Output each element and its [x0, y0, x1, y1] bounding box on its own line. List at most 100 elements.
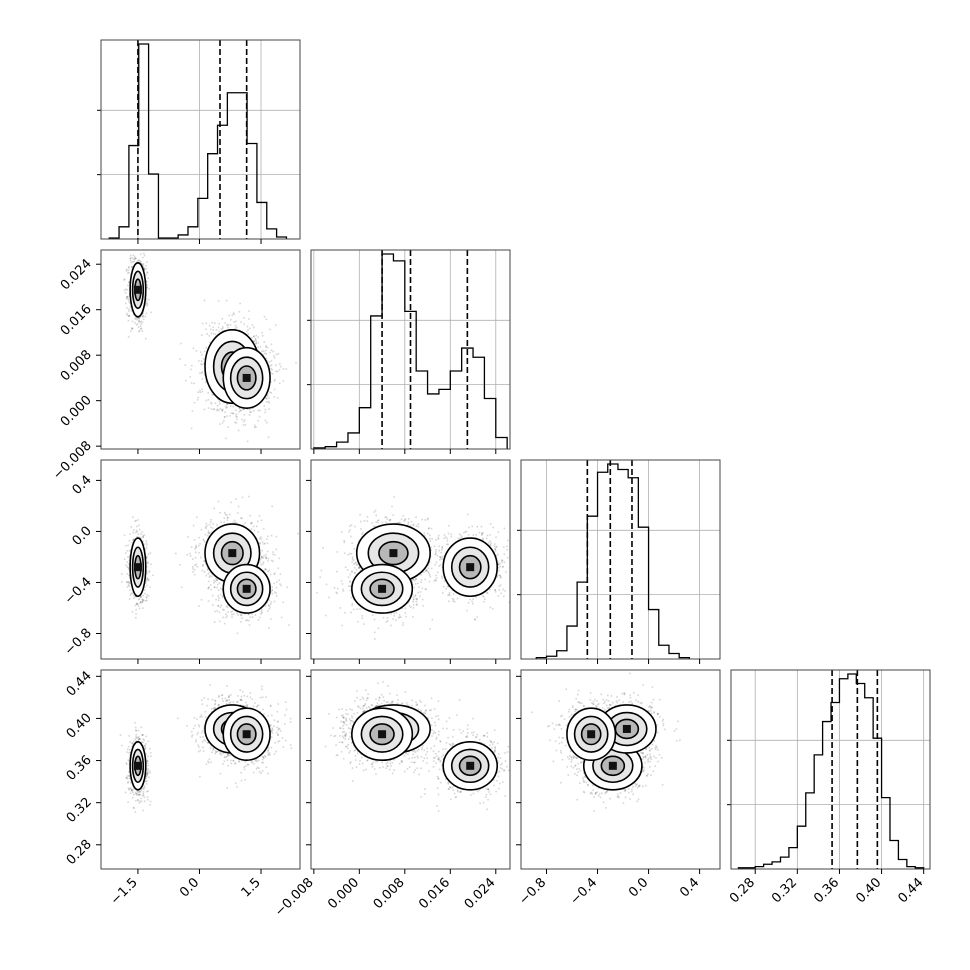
- sample-point: [127, 315, 130, 318]
- sample-point: [144, 582, 147, 584]
- sample-point: [146, 577, 149, 579]
- sample-point: [132, 261, 134, 263]
- sample-point: [266, 542, 269, 545]
- sample-point: [192, 347, 195, 350]
- sample-point: [241, 418, 243, 421]
- sample-point: [139, 321, 141, 324]
- sample-point: [217, 398, 219, 401]
- sample-point: [269, 328, 271, 331]
- sample-point: [271, 373, 274, 375]
- sample-point: [270, 372, 272, 374]
- sample-point: [135, 613, 137, 615]
- sample-point: [139, 316, 142, 319]
- sample-point: [136, 530, 138, 533]
- sample-point: [250, 411, 253, 413]
- sample-point: [265, 538, 268, 540]
- sample-point: [145, 544, 148, 546]
- sample-point: [179, 358, 181, 360]
- sample-point: [411, 581, 413, 584]
- sample-point: [226, 403, 229, 405]
- sample-point: [421, 598, 424, 601]
- sample-point: [144, 304, 147, 307]
- sample-point: [217, 595, 219, 597]
- sample-point: [196, 398, 199, 401]
- sample-point: [223, 609, 225, 611]
- sample-point: [126, 550, 129, 552]
- sample-point: [248, 408, 251, 411]
- sample-point: [231, 616, 233, 618]
- sample-point: [261, 556, 264, 559]
- sample-point: [269, 381, 272, 383]
- sample-point: [150, 563, 152, 566]
- sample-point: [248, 310, 250, 312]
- sample-point: [262, 570, 265, 572]
- sample-point: [259, 561, 261, 563]
- sample-point: [199, 389, 201, 392]
- sample-point: [128, 574, 130, 577]
- sample-point: [235, 326, 238, 329]
- sample-point: [226, 519, 229, 521]
- sample-point: [265, 318, 268, 321]
- sample-point: [258, 616, 261, 619]
- sample-point: [131, 610, 134, 613]
- sample-point: [265, 357, 268, 360]
- sample-point: [193, 569, 196, 571]
- sample-point: [270, 349, 273, 352]
- sample-point: [217, 605, 219, 607]
- sample-point: [147, 277, 150, 280]
- sample-point: [200, 360, 203, 362]
- sample-point: [214, 610, 216, 613]
- sample-point: [233, 519, 236, 522]
- sample-point: [142, 536, 144, 538]
- sample-point: [412, 607, 415, 609]
- sample-point: [234, 324, 237, 327]
- sample-point: [248, 414, 251, 416]
- sample-point: [210, 521, 212, 524]
- sample-point: [228, 314, 230, 317]
- sample-point: [208, 341, 211, 344]
- sample-point: [251, 339, 254, 342]
- sample-point: [127, 284, 129, 287]
- sample-point: [233, 321, 236, 323]
- sample-point: [257, 531, 260, 533]
- sample-point: [353, 571, 356, 574]
- sample-point: [282, 368, 285, 370]
- sample-point: [216, 404, 219, 407]
- sample-point: [130, 309, 133, 312]
- sample-point: [195, 516, 198, 519]
- sample-point: [242, 420, 245, 423]
- sample-point: [353, 566, 356, 569]
- sample-point: [325, 583, 328, 586]
- sample-point: [498, 589, 501, 591]
- sample-point: [129, 589, 131, 591]
- sample-point: [132, 539, 134, 541]
- sample-point: [149, 586, 151, 589]
- y-tick-label: 0.4: [70, 473, 95, 498]
- sample-point: [121, 573, 123, 575]
- sample-point: [267, 557, 270, 560]
- sample-point: [142, 607, 144, 609]
- sample-point: [272, 553, 274, 556]
- sample-point: [475, 596, 477, 598]
- sample-point: [145, 267, 148, 270]
- sample-point: [259, 557, 262, 560]
- sample-point: [208, 532, 211, 535]
- sample-point: [227, 426, 230, 428]
- sample-point: [126, 580, 128, 583]
- sample-point: [145, 540, 147, 542]
- sample-point: [142, 312, 145, 314]
- sample-point: [225, 616, 227, 619]
- sample-point: [123, 289, 126, 292]
- sample-point: [249, 514, 251, 517]
- sample-point: [263, 543, 265, 545]
- sample-point: [341, 531, 343, 533]
- sample-point: [242, 408, 245, 410]
- sample-point: [125, 312, 128, 315]
- sample-point: [131, 327, 133, 330]
- sample-point: [213, 322, 216, 325]
- sample-point: [497, 595, 500, 597]
- sample-point: [451, 597, 454, 600]
- sample-point: [267, 560, 269, 562]
- sample-point: [468, 526, 470, 529]
- sample-point: [270, 618, 272, 620]
